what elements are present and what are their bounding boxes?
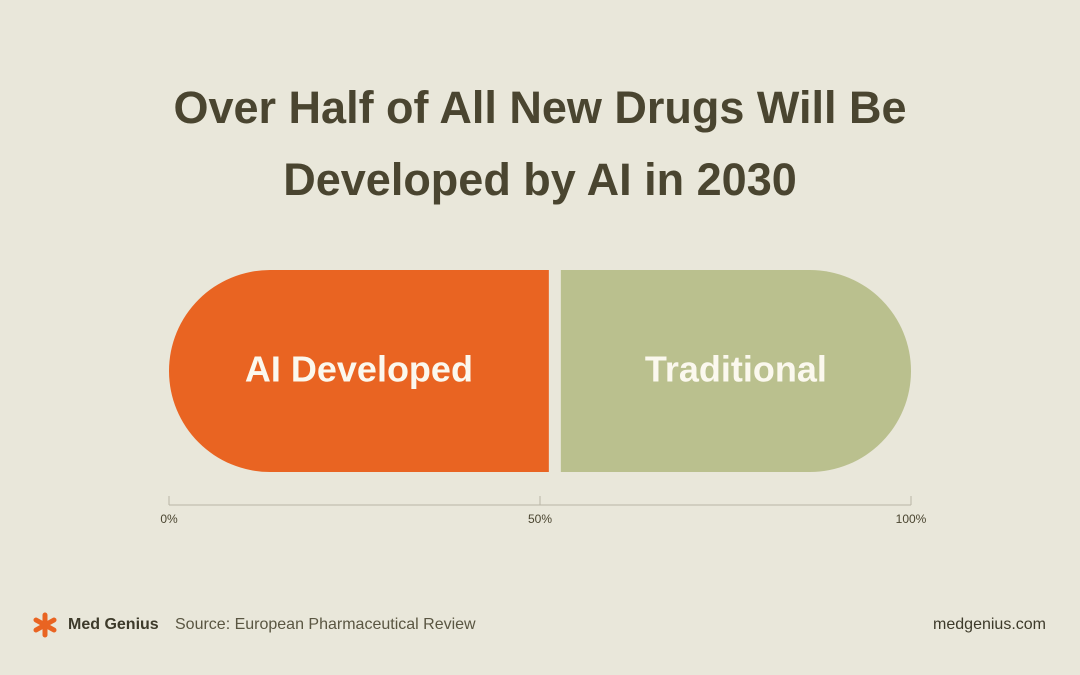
bar-segment bbox=[560, 270, 911, 472]
x-tick-label: 100% bbox=[896, 512, 927, 526]
chart-title: Over Half of All New Drugs Will Be Devel… bbox=[173, 82, 907, 205]
x-tick-label: 0% bbox=[160, 512, 178, 526]
website: medgenius.com bbox=[933, 616, 1046, 633]
brand: Med Genius bbox=[68, 616, 159, 633]
source: Source: European Pharmaceutical Review bbox=[175, 616, 476, 633]
logo bbox=[33, 612, 57, 638]
segment-label: AI Developed bbox=[245, 349, 473, 390]
segment-label: Traditional bbox=[645, 349, 827, 390]
bar-segment bbox=[169, 270, 549, 472]
x-tick-label: 50% bbox=[528, 512, 552, 526]
